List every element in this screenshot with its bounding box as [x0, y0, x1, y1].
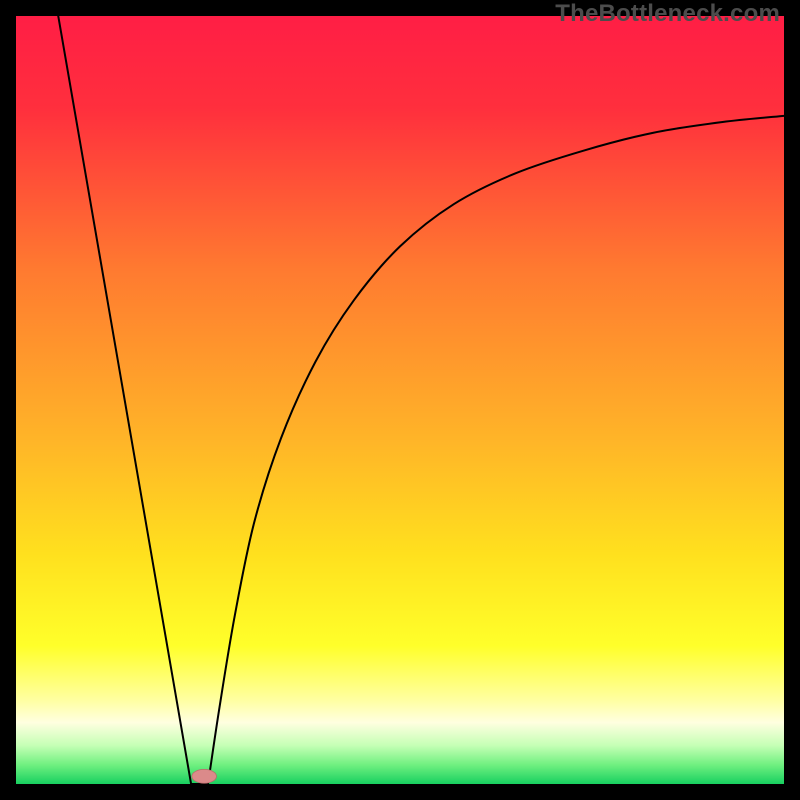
plot-area	[16, 16, 784, 784]
chart-canvas: TheBottleneck.com	[0, 0, 800, 800]
watermark-label: TheBottleneck.com	[555, 0, 780, 28]
gradient-background	[16, 16, 784, 784]
